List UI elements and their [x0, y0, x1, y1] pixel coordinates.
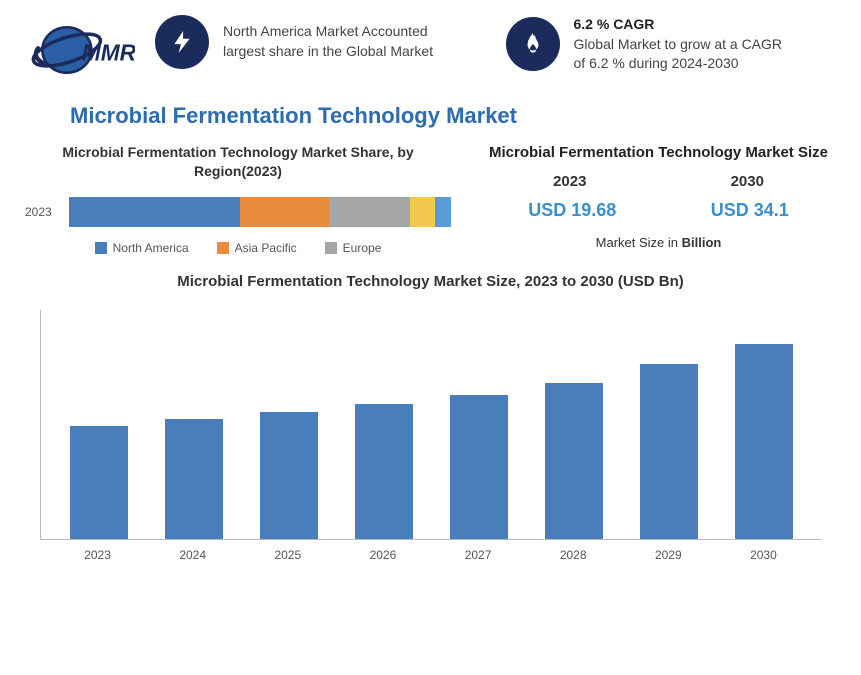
x-tick-label: 2030	[734, 548, 792, 562]
stacked-segment	[435, 197, 451, 227]
bar	[450, 395, 508, 539]
bar	[70, 426, 128, 539]
x-tick-label: 2027	[449, 548, 507, 562]
bars-row	[41, 310, 821, 539]
x-tick-label: 2023	[69, 548, 127, 562]
page-title: Microbial Fermentation Technology Market	[70, 103, 836, 129]
size-unit-prefix: Market Size in	[596, 235, 682, 250]
size-title: Microbial Fermentation Technology Market…	[481, 143, 836, 163]
stacked-bar	[69, 197, 451, 227]
stacked-segment	[240, 197, 329, 227]
stacked-bar-wrap: 2023	[25, 197, 451, 227]
mid-row: Microbial Fermentation Technology Market…	[25, 143, 836, 255]
bar	[260, 412, 318, 539]
x-tick-label: 2024	[164, 548, 222, 562]
bolt-icon	[155, 15, 209, 69]
x-tick-label: 2025	[259, 548, 317, 562]
stat2-title: 6.2 % CAGR	[574, 16, 655, 32]
svg-text:MMR: MMR	[82, 40, 135, 66]
legend-swatch	[95, 242, 107, 254]
legend-swatch	[325, 242, 337, 254]
stat1-text: North America Market Accounted largest s…	[223, 22, 443, 61]
stacked-segment	[410, 197, 434, 227]
legend-item: Europe	[325, 241, 382, 255]
legend-label: North America	[113, 241, 189, 255]
size-unit: Market Size in Billion	[481, 235, 836, 250]
bar	[355, 404, 413, 539]
bar-chart-title: Microbial Fermentation Technology Market…	[25, 273, 836, 290]
bar	[640, 364, 698, 539]
legend-item: Asia Pacific	[217, 241, 297, 255]
stat2-text: 6.2 % CAGR Global Market to grow at a CA…	[574, 15, 794, 74]
stacked-segment	[329, 197, 410, 227]
size-unit-bold: Billion	[682, 235, 722, 250]
size-year-a: 2023	[553, 173, 586, 190]
legend-label: Europe	[343, 241, 382, 255]
mmr-logo: MMR	[25, 15, 135, 85]
share-chart-title: Microbial Fermentation Technology Market…	[25, 143, 451, 181]
x-tick-label: 2028	[544, 548, 602, 562]
legend-item: North America	[95, 241, 189, 255]
x-tick-label: 2026	[354, 548, 412, 562]
stat-cagr: 6.2 % CAGR Global Market to grow at a CA…	[506, 15, 837, 74]
bar	[545, 383, 603, 539]
legend-label: Asia Pacific	[235, 241, 297, 255]
x-tick-label: 2029	[639, 548, 697, 562]
stacked-row-label: 2023	[25, 205, 59, 219]
stat-north-america: North America Market Accounted largest s…	[155, 15, 486, 69]
bar-chart-x-labels: 2023 2024 2025 2026 2027 2028 2029 2030	[40, 548, 821, 562]
market-size-panel: Microbial Fermentation Technology Market…	[481, 143, 836, 255]
stat2-body: Global Market to grow at a CAGR of 6.2 %…	[574, 36, 783, 72]
flame-icon	[506, 17, 560, 71]
header-row: MMR North America Market Accounted large…	[25, 15, 836, 85]
size-value-a: USD 19.68	[528, 200, 616, 221]
share-chart-panel: Microbial Fermentation Technology Market…	[25, 143, 451, 255]
bar-chart-area	[40, 310, 821, 540]
share-legend: North America Asia Pacific Europe	[25, 241, 451, 255]
stacked-segment	[69, 197, 240, 227]
size-value-b: USD 34.1	[711, 200, 789, 221]
size-year-b: 2030	[731, 173, 764, 190]
bar	[735, 344, 793, 539]
size-years: 2023 2030	[481, 173, 836, 190]
bar	[165, 419, 223, 539]
legend-swatch	[217, 242, 229, 254]
size-values: USD 19.68 USD 34.1	[481, 200, 836, 221]
